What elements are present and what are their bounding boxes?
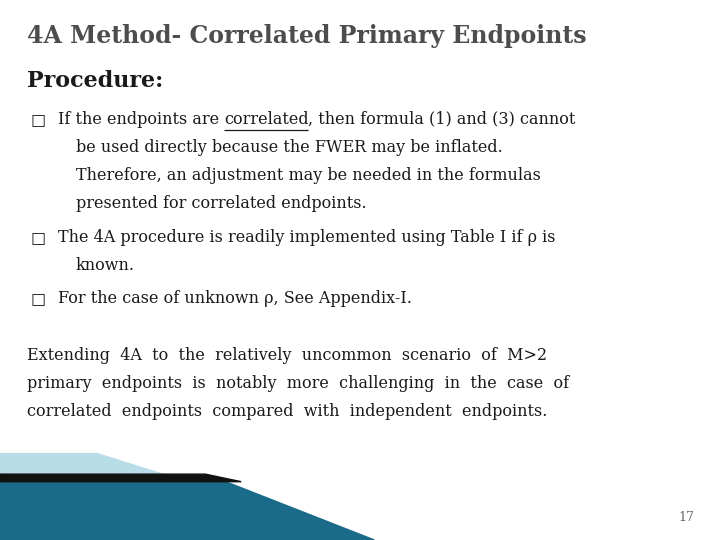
Text: 4A Method- Correlated Primary Endpoints: 4A Method- Correlated Primary Endpoints	[27, 24, 587, 48]
Text: □: □	[30, 111, 45, 127]
Text: known.: known.	[76, 256, 135, 274]
Polygon shape	[0, 454, 173, 477]
Text: □: □	[30, 291, 45, 307]
Text: primary  endpoints  is  notably  more  challenging  in  the  case  of: primary endpoints is notably more challe…	[27, 375, 570, 392]
Polygon shape	[0, 478, 374, 540]
Text: □: □	[30, 228, 45, 246]
Text: presented for correlated endpoints.: presented for correlated endpoints.	[76, 195, 366, 212]
Text: correlated: correlated	[224, 111, 308, 127]
Text: If the endpoints are: If the endpoints are	[58, 111, 224, 127]
Text: 17: 17	[679, 511, 695, 524]
Text: Extending  4A  to  the  relatively  uncommon  scenario  of  M>2: Extending 4A to the relatively uncommon …	[27, 347, 547, 363]
Polygon shape	[0, 474, 241, 482]
Text: For the case of unknown ρ, See Appendix-I.: For the case of unknown ρ, See Appendix-…	[58, 291, 411, 307]
Text: be used directly because the FWER may be inflated.: be used directly because the FWER may be…	[76, 139, 503, 156]
Text: Therefore, an adjustment may be needed in the formulas: Therefore, an adjustment may be needed i…	[76, 167, 541, 184]
Text: , then formula (1) and (3) cannot: , then formula (1) and (3) cannot	[308, 111, 576, 127]
Text: The 4A procedure is readily implemented using Table I if ρ is: The 4A procedure is readily implemented …	[58, 228, 555, 246]
Text: Procedure:: Procedure:	[27, 70, 163, 92]
Text: correlated  endpoints  compared  with  independent  endpoints.: correlated endpoints compared with indep…	[27, 403, 548, 420]
